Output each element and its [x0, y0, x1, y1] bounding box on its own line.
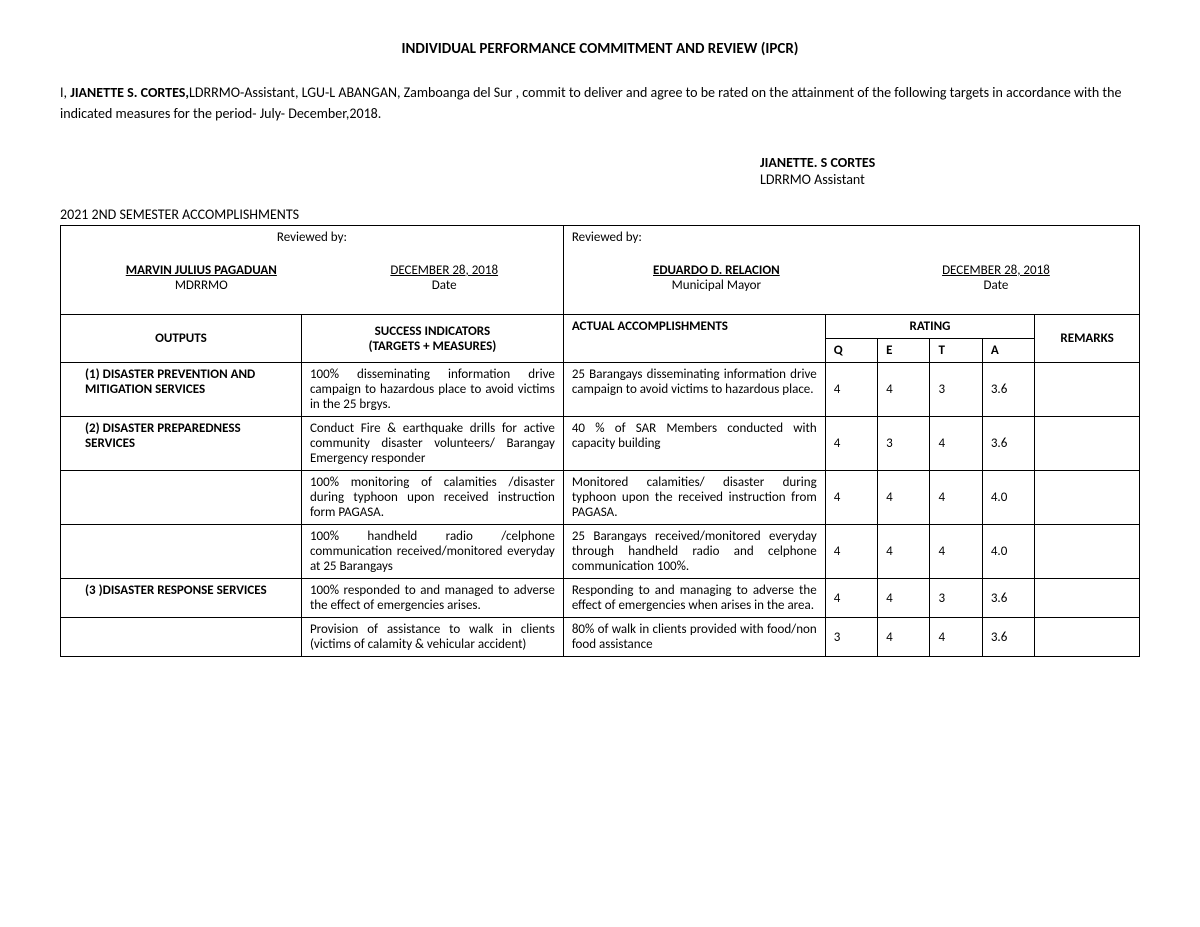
cell-indicator: 100% disseminating information drive cam… [301, 363, 563, 417]
cell-remarks [1035, 471, 1140, 525]
cell-rating-a: 3.6 [982, 618, 1034, 657]
cell-rating-q: 4 [825, 579, 877, 618]
intro-name: JIANETTE S. CORTES, [70, 84, 189, 101]
cell-output: (3 )DISASTER RESPONSE SERVICES [61, 579, 302, 618]
cell-rating-e: 3 [878, 417, 930, 471]
table-row: (3 )DISASTER RESPONSE SERVICES100% respo… [61, 579, 1140, 618]
cell-remarks [1035, 525, 1140, 579]
cell-rating-t: 4 [930, 618, 982, 657]
col-e: E [878, 339, 930, 363]
cell-actual: 80% of walk in clients provided with foo… [563, 618, 825, 657]
cell-rating-t: 3 [930, 363, 982, 417]
reviewer1-date: DECEMBER 28, 2018 [390, 263, 498, 278]
cell-rating-a: 3.6 [982, 579, 1034, 618]
cell-output [61, 525, 302, 579]
reviewer1-cell: Reviewed by: MARVIN JULIUS PAGADUAN MDRR… [61, 226, 564, 315]
table-row: 100% monitoring of calamities /disaster … [61, 471, 1140, 525]
cell-output: (2) DISASTER PREPAREDNESS SERVICES [61, 417, 302, 471]
cell-rating-a: 4.0 [982, 525, 1034, 579]
cell-rating-t: 4 [930, 471, 982, 525]
cell-indicator: 100% responded to and managed to adverse… [301, 579, 563, 618]
intro-prefix: I, [60, 84, 70, 101]
reviewed-by-2: Reviewed by: [572, 230, 1131, 245]
col-q: Q [825, 339, 877, 363]
cell-output [61, 618, 302, 657]
reviewed-by-1: Reviewed by: [69, 230, 555, 245]
col-rating: RATING [825, 315, 1035, 339]
reviewer2-cell: Reviewed by: EDUARDO D. RELACION Municip… [563, 226, 1139, 315]
subheading: 2021 2ND SEMESTER ACCOMPLISHMENTS [60, 206, 1140, 223]
col-indicators: SUCCESS INDICATORS (TARGETS + MEASURES) [301, 315, 563, 363]
cell-rating-a: 3.6 [982, 417, 1034, 471]
cell-actual: Monitored calamities/ disaster during ty… [563, 471, 825, 525]
cell-actual: 25 Barangays disseminating information d… [563, 363, 825, 417]
cell-rating-q: 4 [825, 525, 877, 579]
cell-rating-q: 4 [825, 471, 877, 525]
ipcr-table: Reviewed by: MARVIN JULIUS PAGADUAN MDRR… [60, 225, 1140, 657]
cell-rating-e: 4 [878, 618, 930, 657]
reviewer2-name: EDUARDO D. RELACION [653, 263, 780, 278]
cell-rating-a: 3.6 [982, 363, 1034, 417]
reviewer2-role: Municipal Mayor [653, 278, 780, 293]
cell-indicator: Provision of assistance to walk in clien… [301, 618, 563, 657]
cell-output: (1) DISASTER PREVENTION AND MITIGATION S… [61, 363, 302, 417]
table-row: Provision of assistance to walk in clien… [61, 618, 1140, 657]
cell-rating-e: 4 [878, 579, 930, 618]
col-remarks: REMARKS [1035, 315, 1140, 363]
cell-actual: 25 Barangays received/monitored everyday… [563, 525, 825, 579]
cell-remarks [1035, 579, 1140, 618]
reviewer1-date-label: Date [390, 278, 498, 293]
cell-remarks [1035, 363, 1140, 417]
intro-paragraph: I, JIANETTE S. CORTES,LDRRMO-Assistant, … [60, 82, 1140, 124]
cell-output [61, 471, 302, 525]
intro-rest: LDRRMO-Assistant, LGU-L ABANGAN, Zamboan… [60, 84, 1121, 122]
cell-rating-q: 3 [825, 618, 877, 657]
col-indicators-l2: (TARGETS + MEASURES) [310, 339, 555, 354]
cell-rating-t: 3 [930, 579, 982, 618]
reviewer2-date: DECEMBER 28, 2018 [942, 263, 1050, 278]
table-row: 100% handheld radio /celphone communicat… [61, 525, 1140, 579]
signature-name: JIANETTE. S CORTES [760, 154, 1140, 171]
cell-remarks [1035, 417, 1140, 471]
cell-indicator: 100% monitoring of calamities /disaster … [301, 471, 563, 525]
cell-indicator: 100% handheld radio /celphone communicat… [301, 525, 563, 579]
cell-rating-e: 4 [878, 471, 930, 525]
signature-block: JIANETTE. S CORTES LDRRMO Assistant [760, 154, 1140, 188]
table-row: (2) DISASTER PREPAREDNESS SERVICESConduc… [61, 417, 1140, 471]
signature-role: LDRRMO Assistant [760, 171, 1140, 188]
cell-rating-q: 4 [825, 417, 877, 471]
cell-actual: 40 % of SAR Members conducted with capac… [563, 417, 825, 471]
cell-remarks [1035, 618, 1140, 657]
col-t: T [930, 339, 982, 363]
cell-indicator: Conduct Fire & earthquake drills for act… [301, 417, 563, 471]
reviewer2-date-label: Date [942, 278, 1050, 293]
cell-rating-q: 4 [825, 363, 877, 417]
col-a: A [982, 339, 1034, 363]
col-actual: ACTUAL ACCOMPLISHMENTS [563, 315, 825, 363]
cell-rating-t: 4 [930, 417, 982, 471]
cell-actual: Responding to and managing to adverse th… [563, 579, 825, 618]
table-row: (1) DISASTER PREVENTION AND MITIGATION S… [61, 363, 1140, 417]
page-title: INDIVIDUAL PERFORMANCE COMMITMENT AND RE… [60, 40, 1140, 58]
cell-rating-e: 4 [878, 363, 930, 417]
cell-rating-e: 4 [878, 525, 930, 579]
cell-rating-t: 4 [930, 525, 982, 579]
reviewer1-name: MARVIN JULIUS PAGADUAN [126, 263, 277, 278]
col-outputs: OUTPUTS [61, 315, 302, 363]
reviewer1-role: MDRRMO [126, 278, 277, 293]
col-indicators-l1: SUCCESS INDICATORS [310, 324, 555, 339]
cell-rating-a: 4.0 [982, 471, 1034, 525]
